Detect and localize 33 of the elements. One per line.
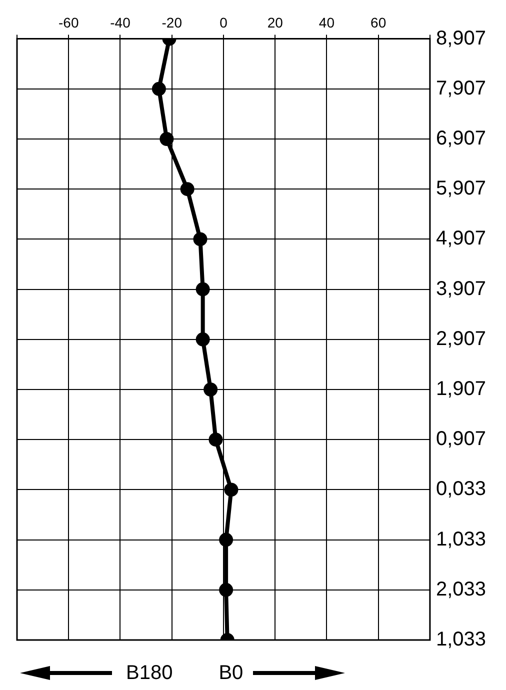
x-tick-label: 0: [220, 14, 228, 30]
y-tick-label: 0,907: [436, 428, 486, 450]
x-tick-label: 20: [267, 14, 284, 30]
y-tick-label: 7,907: [436, 77, 486, 100]
x-tick-label: -60: [58, 14, 79, 30]
text: B0: [218, 662, 244, 684]
point: [196, 282, 210, 296]
point: [193, 232, 208, 246]
point: [219, 582, 234, 597]
y-tick-label: 1,907: [436, 378, 486, 400]
point: [180, 182, 194, 196]
point: [208, 432, 223, 447]
point: [204, 382, 218, 396]
y-tick-label: 8,907: [436, 27, 486, 50]
point: [160, 132, 174, 146]
x-tick-label: -20: [162, 14, 182, 30]
y-tick-label: 0,033: [436, 478, 486, 500]
y-tick-label: 4,907: [436, 228, 486, 250]
y-tick-label: 3,907: [436, 278, 486, 300]
y-tick-label: 2,033: [436, 578, 486, 600]
text: B180: [126, 662, 173, 684]
point: [219, 532, 234, 547]
x-tick-label: 60: [370, 14, 386, 30]
y-tick-label: 1,033: [436, 528, 486, 550]
y-tick-label: 6,907: [436, 128, 486, 150]
point: [196, 332, 210, 346]
x-tick-label: -40: [110, 14, 131, 30]
x-tick-label: 40: [318, 14, 335, 30]
y-tick-label: 2,907: [436, 328, 486, 350]
y-tick-label: 1,033: [436, 628, 486, 651]
y-tick-label: 5,907: [436, 178, 486, 200]
point: [224, 482, 238, 497]
point: [152, 82, 166, 96]
